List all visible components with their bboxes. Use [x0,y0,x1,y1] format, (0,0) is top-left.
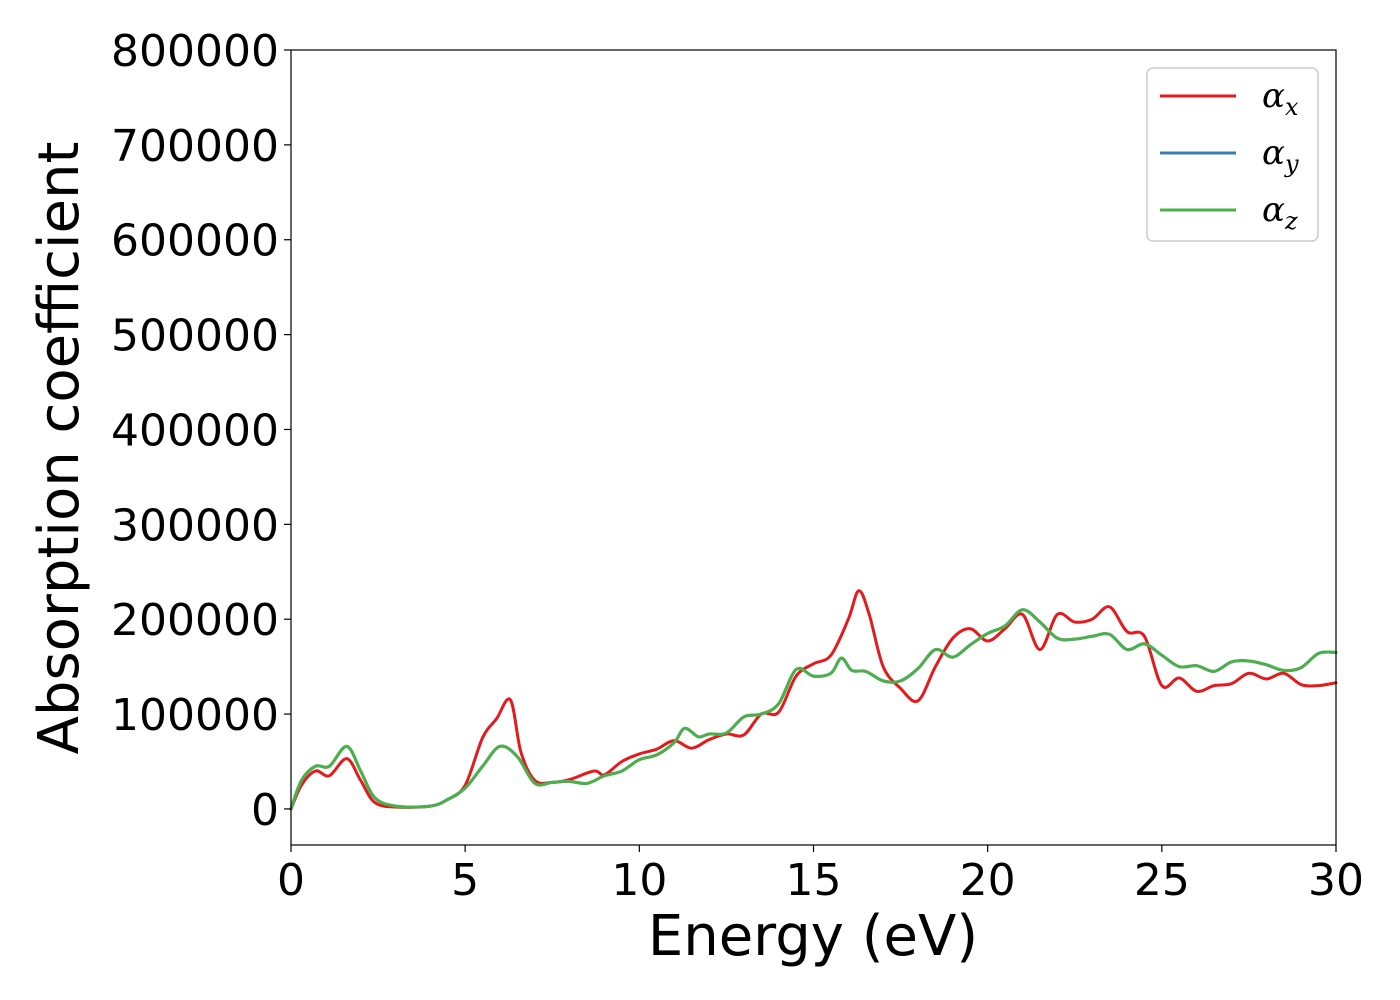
x-tick-label: 5 [451,855,479,906]
legend-items: αx αy αz [1160,76,1299,235]
y-tick-label: 600000 [111,216,279,267]
series-line-z [289,608,1338,811]
x-tick-label: 0 [277,855,305,906]
plot-lines [289,589,1338,811]
legend-label-x: αx [1262,76,1299,121]
x-tick-label: 20 [960,855,1016,906]
series-line-y [289,608,1338,811]
y-axis-title: Absorption coefficient [27,142,92,755]
x-tick-label: 25 [1134,855,1190,906]
x-tick-label: 15 [786,855,842,906]
y-tick-label: 700000 [111,121,279,172]
y-axis-ticks: 0 100000 200000 300000 400000 500000 600000 700… [111,26,291,836]
y-tick-label: 100000 [111,690,279,741]
y-tick-label: 800000 [111,26,279,77]
y-tick-label: 300000 [111,500,279,551]
x-tick-label: 30 [1308,855,1364,906]
legend-label-y: αy [1262,133,1299,178]
y-tick-label: 200000 [111,595,279,646]
y-tick-label: 400000 [111,405,279,456]
legend: αx αy αz [1146,67,1319,242]
x-tick-label: 10 [611,855,667,906]
x-axis-title: Energy (eV) [648,904,978,969]
y-tick-label: 500000 [111,311,279,362]
series-line-x [289,589,1338,811]
x-axis-ticks: 0 5 10 15 20 25 30 [277,845,1364,906]
legend-label-z: αz [1262,190,1298,235]
y-tick-label: 0 [251,785,279,836]
